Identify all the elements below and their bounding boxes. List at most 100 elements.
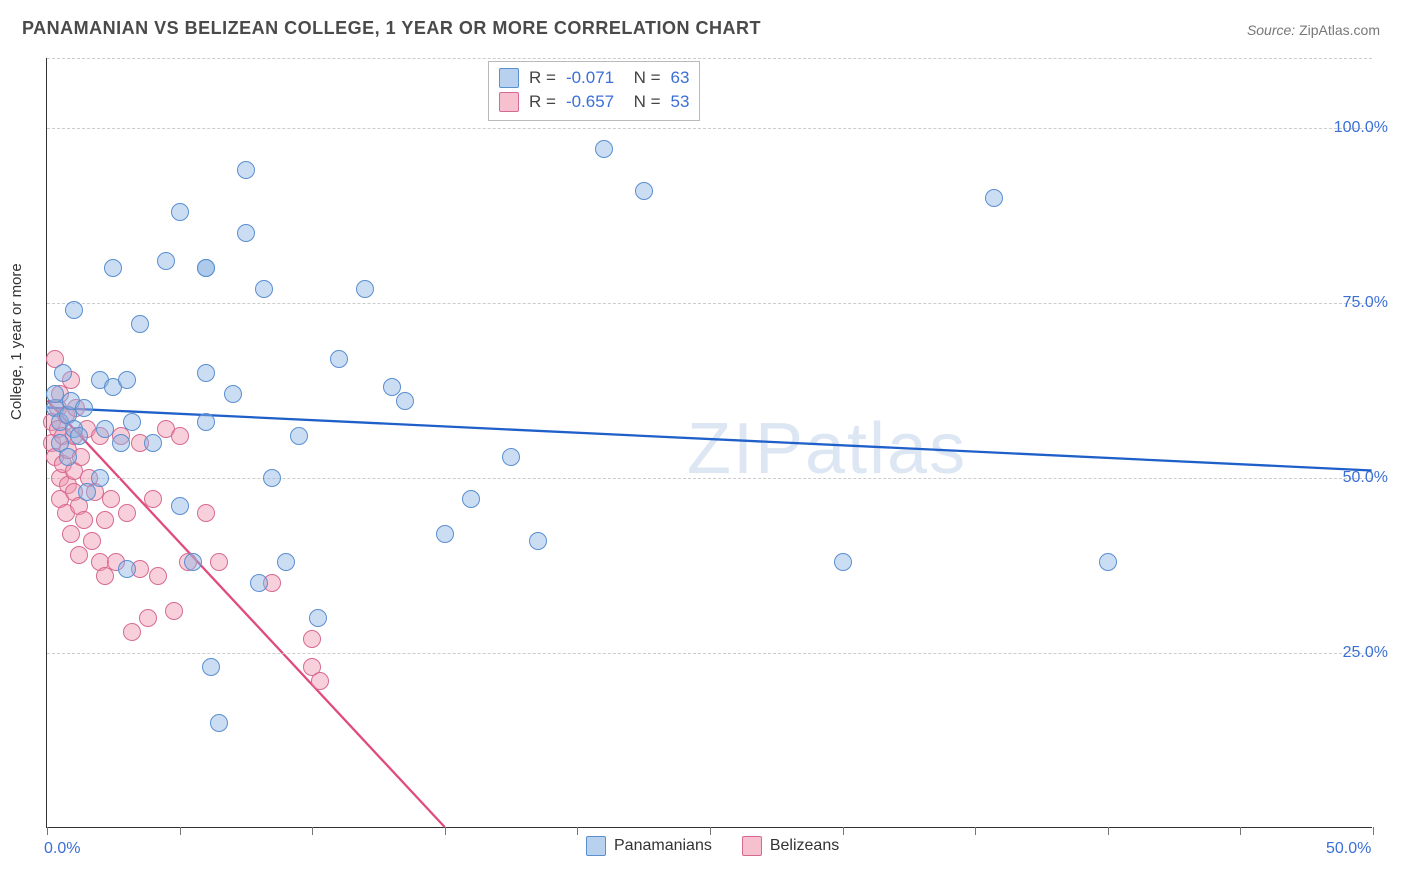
data-point [303, 630, 321, 648]
stat-R-value: -0.071 [566, 66, 614, 90]
data-point [54, 364, 72, 382]
gridline [47, 128, 1372, 129]
x-tick-label: 0.0% [44, 840, 80, 858]
x-tick [180, 827, 181, 835]
data-point [112, 434, 130, 452]
data-point [250, 574, 268, 592]
data-point [985, 189, 1003, 207]
x-tick [1373, 827, 1374, 835]
data-point [165, 602, 183, 620]
data-point [62, 525, 80, 543]
x-tick-label: 50.0% [1326, 840, 1371, 858]
data-point [149, 567, 167, 585]
gridline [47, 58, 1372, 59]
legend-label: Panamanians [614, 837, 712, 855]
data-point [59, 448, 77, 466]
legend-item: Belizeans [742, 836, 839, 856]
data-point [1099, 553, 1117, 571]
x-tick [47, 827, 48, 835]
y-tick-label: 25.0% [1343, 644, 1388, 662]
x-tick [577, 827, 578, 835]
source-credit: Source: ZipAtlas.com [1247, 22, 1380, 38]
data-point [255, 280, 273, 298]
data-point [462, 490, 480, 508]
stat-N-label: N = [624, 90, 660, 114]
series-legend: Panamanians Belizeans [586, 836, 839, 856]
data-point [529, 532, 547, 550]
y-axis-label: College, 1 year or more [8, 263, 25, 420]
data-point [197, 413, 215, 431]
y-tick-label: 50.0% [1343, 469, 1388, 487]
data-point [70, 546, 88, 564]
scatter-plot-area: ZIPatlas R =-0.071 N =63R =-0.657 N =53 [46, 58, 1372, 828]
legend-swatch-icon [586, 836, 606, 856]
legend-swatch-icon [499, 68, 519, 88]
data-point [75, 399, 93, 417]
x-tick [1108, 827, 1109, 835]
data-point [210, 553, 228, 571]
stat-N-label: N = [624, 66, 660, 90]
legend-swatch-icon [499, 92, 519, 112]
data-point [96, 420, 114, 438]
data-point [309, 609, 327, 627]
regression-line [47, 401, 444, 827]
y-tick-label: 100.0% [1334, 119, 1388, 137]
source-label: Source: [1247, 22, 1295, 38]
stat-N-value: 53 [671, 90, 690, 114]
data-point [91, 469, 109, 487]
data-point [330, 350, 348, 368]
legend-label: Belizeans [770, 837, 839, 855]
data-point [290, 427, 308, 445]
stat-R-value: -0.657 [566, 90, 614, 114]
y-tick-label: 75.0% [1343, 294, 1388, 312]
data-point [144, 434, 162, 452]
data-point [157, 252, 175, 270]
data-point [139, 609, 157, 627]
stat-N-value: 63 [671, 66, 690, 90]
data-point [197, 364, 215, 382]
x-tick [1240, 827, 1241, 835]
data-point [635, 182, 653, 200]
data-point [118, 504, 136, 522]
data-point [436, 525, 454, 543]
data-point [237, 161, 255, 179]
data-point [123, 623, 141, 641]
data-point [102, 490, 120, 508]
data-point [65, 301, 83, 319]
stats-row: R = -0.071 N = 63 [499, 66, 689, 90]
x-tick [843, 827, 844, 835]
chart-title: PANAMANIAN VS BELIZEAN COLLEGE, 1 YEAR O… [22, 18, 761, 39]
data-point [118, 371, 136, 389]
gridline [47, 478, 1372, 479]
data-point [184, 553, 202, 571]
data-point [237, 224, 255, 242]
data-point [118, 560, 136, 578]
legend-item: Panamanians [586, 836, 712, 856]
data-point [210, 714, 228, 732]
x-tick [445, 827, 446, 835]
data-point [104, 259, 122, 277]
data-point [502, 448, 520, 466]
data-point [202, 658, 220, 676]
data-point [311, 672, 329, 690]
data-point [595, 140, 613, 158]
data-point [277, 553, 295, 571]
gridline [47, 303, 1372, 304]
data-point [263, 469, 281, 487]
stat-R-label: R = [529, 66, 556, 90]
data-point [834, 553, 852, 571]
data-point [396, 392, 414, 410]
data-point [83, 532, 101, 550]
data-point [171, 497, 189, 515]
stat-R-label: R = [529, 90, 556, 114]
data-point [78, 483, 96, 501]
data-point [70, 427, 88, 445]
source-value: ZipAtlas.com [1299, 22, 1380, 38]
correlation-stats-box: R = -0.071 N = 63 R = -0.657 N = 53 [488, 61, 700, 121]
data-point [144, 490, 162, 508]
gridline [47, 653, 1372, 654]
data-point [96, 511, 114, 529]
x-tick [975, 827, 976, 835]
data-point [197, 504, 215, 522]
x-tick [710, 827, 711, 835]
